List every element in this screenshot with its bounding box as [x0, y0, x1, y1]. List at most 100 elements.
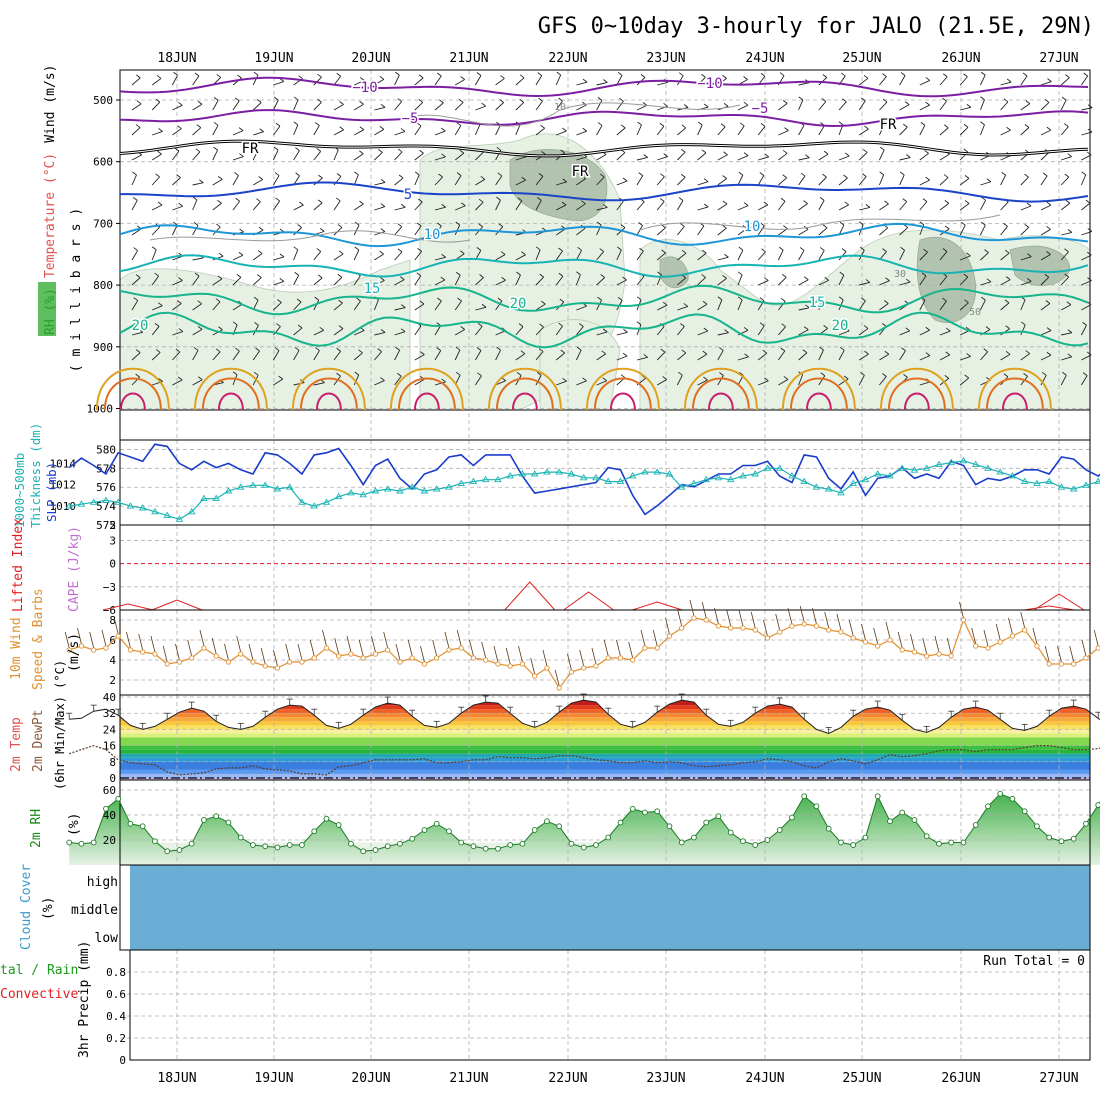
wind-barb [717, 256, 729, 261]
wind-barb-flag [577, 246, 582, 251]
wind-barb-flag [760, 122, 766, 127]
wind-barb-flag [173, 71, 178, 76]
wind-barb [818, 227, 828, 236]
wind10-barb [1069, 645, 1075, 663]
wind10-point [850, 635, 856, 641]
wind-barb-flag [293, 246, 299, 251]
wind-barb [1081, 154, 1092, 161]
wind-barb-flag [764, 277, 769, 281]
wind-barb [1061, 332, 1073, 336]
rh-point [899, 809, 906, 816]
rh-point [274, 844, 281, 851]
wind-barb [778, 200, 786, 211]
surface-temp-contour [879, 367, 954, 411]
wind-barb-flag [803, 276, 809, 281]
wind-barb [677, 305, 688, 311]
wind-barb [172, 104, 183, 111]
temp-band [120, 757, 1090, 762]
wind-barb-flag [197, 100, 203, 105]
lifted-tick-label: 3 [109, 534, 116, 547]
rh-point [360, 848, 367, 855]
wind-barb-flag [1065, 74, 1070, 79]
wind-barb [1060, 276, 1070, 286]
wind-barb-flag [521, 176, 526, 181]
wind10-barb [1008, 617, 1013, 635]
thickness-point [396, 487, 404, 494]
contour-label-minus10: −10 [697, 76, 722, 92]
wind-barb-flag [338, 250, 344, 255]
wind-barb-flag [819, 247, 825, 251]
wind-barb [414, 325, 422, 336]
wind-barb-flag [197, 326, 203, 330]
wind-barb-flag [743, 202, 749, 206]
wind10-barb [763, 619, 768, 637]
wind-barb [737, 174, 744, 186]
wind-barb [475, 375, 482, 386]
rh-point [850, 842, 857, 848]
contour-label-freezing: FR [242, 141, 259, 157]
wind-barb [899, 350, 906, 361]
wind-barb [172, 379, 183, 386]
wind-barb [717, 227, 727, 236]
wind-barb [1020, 75, 1028, 86]
wind-barb [475, 306, 487, 311]
lifted-tick-label: 0 [109, 558, 116, 571]
wind-barb-flag [840, 72, 846, 77]
wind-barb [475, 105, 486, 111]
contour-label-five: 5 [404, 187, 412, 203]
wind-barb-flag [980, 121, 985, 126]
contour-ten [119, 222, 1089, 248]
wind-barb [434, 176, 443, 186]
wind-barb [636, 175, 644, 186]
cloud-ylabel: Cloud Cover [19, 864, 34, 950]
wind-barb [152, 305, 163, 311]
wind-barb-flag [841, 248, 847, 252]
lifted-tick-label: 5 [109, 519, 116, 532]
wind-barb-flag [500, 75, 505, 79]
wind-barb [313, 76, 322, 86]
thickness-point [886, 472, 894, 479]
rh-point [90, 839, 97, 846]
rh-point [789, 814, 795, 821]
wind-barb-flag [218, 252, 224, 257]
rh-point [1021, 808, 1028, 815]
wind-barb [272, 99, 279, 111]
wind-barb-flag [719, 372, 724, 376]
wind-barb-flag [782, 174, 787, 179]
wind10-point [801, 621, 807, 627]
wind10-point [1009, 633, 1016, 639]
wind-barb-flag [603, 79, 608, 83]
wind-barb [414, 378, 425, 386]
wind-barb [959, 302, 969, 311]
wind10-line [69, 617, 1100, 690]
wind-barb [576, 250, 583, 261]
temp-ylabel: 2m Temp [9, 717, 24, 772]
wind-barb [657, 156, 668, 161]
wind-barb-flag [964, 299, 969, 304]
wind-barb [555, 74, 562, 86]
contour-label-twenty: 20 [132, 318, 149, 334]
date-label-top: 18JUN [157, 51, 196, 66]
wind-barb-flag [356, 297, 361, 302]
wind10-barb [897, 631, 903, 649]
wind-barb-flag [500, 251, 506, 255]
wind-barb-flag [496, 196, 501, 201]
temp-unit-ylabel: (6hr Min/Max) (°C) [53, 660, 67, 790]
wind-barb [374, 253, 384, 261]
wind-barb-flag [703, 327, 709, 332]
contour-freezing [119, 139, 1089, 158]
wind-barb [677, 151, 686, 161]
contour-label-minus10: −10 [352, 80, 377, 96]
wind10-barb [873, 627, 879, 645]
wind10-barb [89, 631, 95, 649]
wind-barb [576, 104, 587, 111]
wind-barb-flag [1046, 327, 1052, 331]
thickness-point [1094, 477, 1100, 485]
rh-point [213, 813, 220, 820]
wind-barb [353, 352, 363, 361]
wind-barb-flag [317, 274, 323, 279]
wind-barb [879, 227, 889, 236]
wind-barb [495, 102, 504, 111]
wind-tick-label: 8 [109, 614, 116, 627]
